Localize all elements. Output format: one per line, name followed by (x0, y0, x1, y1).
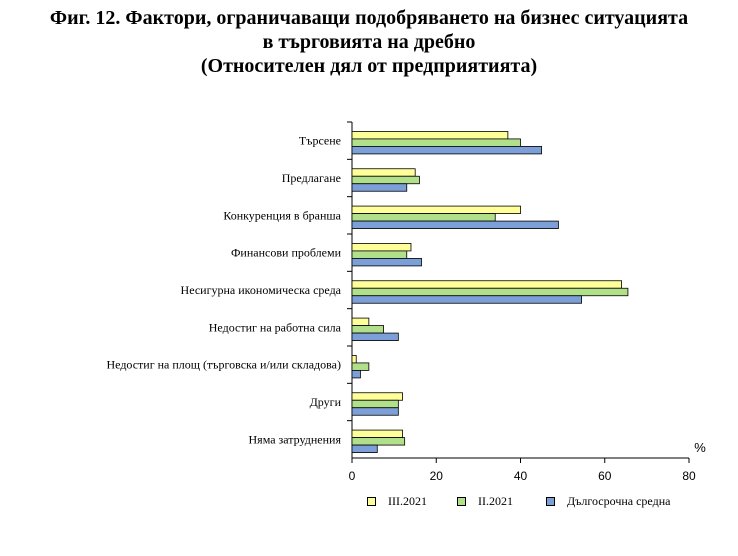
x-tick-label: 60 (598, 469, 612, 483)
y-category-label: Несигурна икономическа среда (181, 283, 342, 297)
bar-1 (351, 280, 623, 289)
bar-1 (351, 205, 521, 214)
x-tick-label: 0 (349, 469, 356, 483)
bar-1 (351, 243, 412, 252)
legend-label: Дългосрочна средна (567, 494, 671, 508)
bar-1 (351, 168, 416, 177)
bar-3 (351, 444, 378, 453)
y-category-label: Конкуренция в бранша (223, 208, 341, 222)
chart-title-line3: (Относителен дял от предприятията) (200, 55, 538, 77)
legend-label: III.2021 (388, 494, 427, 508)
bar-2 (351, 399, 399, 409)
y-category-label: Други (310, 395, 342, 409)
y-category-label: Търсене (299, 134, 341, 148)
bar-2 (351, 362, 370, 371)
bar-3 (351, 220, 559, 229)
y-category-label: Предлагане (282, 171, 341, 185)
chart-title-line1: Фиг. 12. Фактори, ограничаващи подобрява… (49, 7, 689, 29)
chart-title: Фиг. 12. Фактори, ограничаващи подобрява… (0, 6, 738, 78)
bar-1 (351, 392, 403, 401)
bar-2 (351, 250, 408, 259)
bar-1 (351, 355, 357, 364)
bar-2 (351, 287, 629, 297)
bar-3 (351, 258, 422, 267)
bar-1 (351, 131, 509, 140)
bar-3 (351, 370, 361, 379)
bar-3 (351, 183, 408, 192)
x-tick-label: 20 (430, 469, 444, 483)
legend-swatch (546, 497, 555, 506)
legend-item: III.2021 (367, 494, 427, 509)
chart-title-line2: в търговията на дребно (262, 31, 476, 53)
x-tick-label: 80 (682, 469, 696, 483)
y-category-label: Недостиг на площ (търговска и/или складо… (106, 358, 341, 372)
y-category-label: Недостиг на работна сила (209, 320, 342, 334)
bar-3 (351, 407, 399, 416)
bar-1 (351, 429, 403, 438)
x-axis-unit-label: % (694, 440, 706, 455)
bar-2 (351, 437, 406, 446)
legend-swatch (367, 497, 376, 506)
y-category-label: Няма затруднения (249, 432, 342, 446)
y-category-label: Финансови проблеми (231, 246, 342, 260)
bar-2 (351, 325, 384, 334)
bar-2 (351, 138, 521, 147)
bar-2 (351, 175, 420, 185)
x-tick-label: 40 (514, 469, 528, 483)
bar-3 (351, 146, 542, 155)
bar-1 (351, 317, 370, 326)
legend-item: II.2021 (457, 494, 513, 509)
bar-3 (351, 332, 399, 341)
legend-swatch (457, 497, 466, 506)
bar-2 (351, 213, 496, 222)
legend-label: II.2021 (478, 494, 513, 508)
legend-item: Дългосрочна средна (546, 494, 670, 509)
bar-3 (351, 295, 582, 304)
